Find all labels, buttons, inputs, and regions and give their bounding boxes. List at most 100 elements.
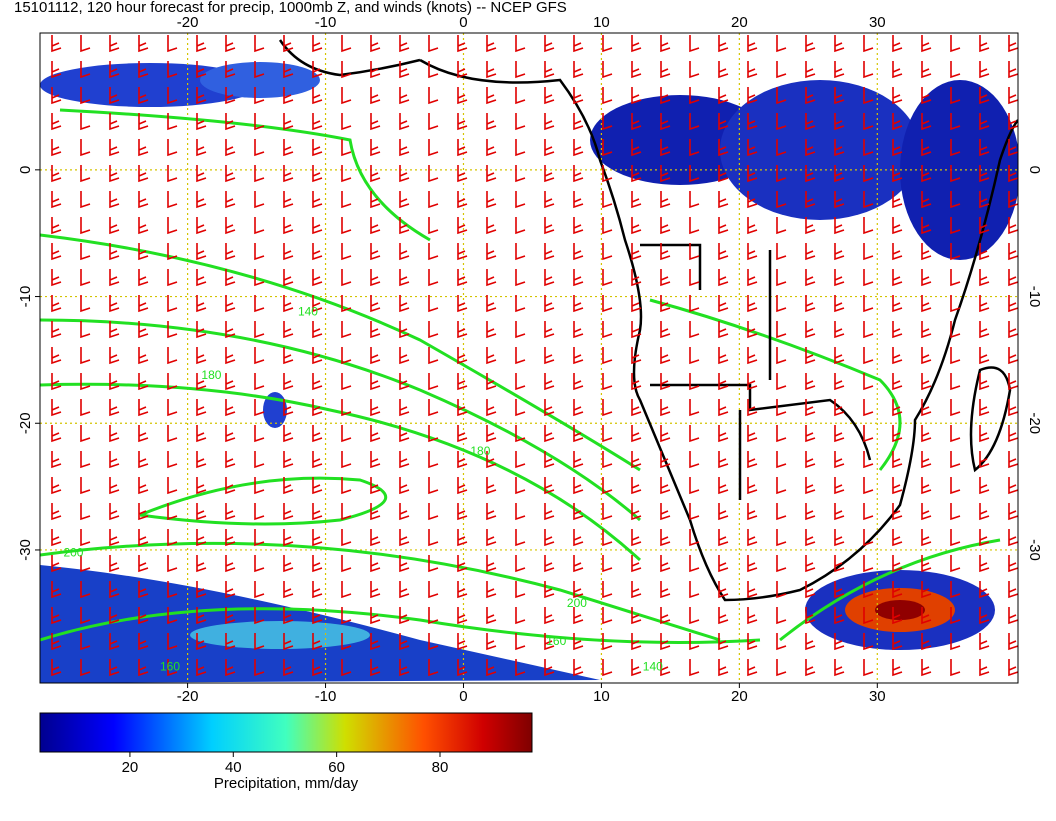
wind-barb [51, 35, 62, 53]
wind-barb [718, 607, 729, 625]
wind-barb [631, 477, 642, 495]
wind-barb [950, 633, 961, 651]
wind-barb [399, 321, 410, 339]
wind-barb [428, 581, 439, 599]
precip-area [190, 621, 370, 649]
wind-barb [283, 373, 294, 391]
wind-barb [486, 165, 497, 183]
wind-barb [805, 529, 816, 547]
wind-barb [834, 555, 845, 573]
wind-barb [312, 165, 323, 183]
wind-barb [660, 503, 671, 521]
wind-barb [805, 35, 816, 53]
wind-barb [515, 529, 526, 547]
wind-barb [283, 35, 294, 53]
wind-barb [950, 399, 961, 417]
wind-barb [573, 295, 584, 313]
wind-barb [747, 139, 758, 157]
wind-barb [109, 87, 120, 105]
wind-barb [805, 61, 816, 79]
wind-barb [689, 61, 700, 79]
wind-barb [747, 165, 758, 183]
wind-barb [109, 217, 120, 235]
wind-barb [167, 399, 178, 417]
wind-barb [457, 399, 468, 417]
wind-barb [225, 217, 236, 235]
wind-barb [486, 529, 497, 547]
wind-barb [863, 321, 874, 339]
coastline [278, 39, 421, 77]
wind-barb [660, 139, 671, 157]
wind-barb [138, 633, 149, 651]
wind-barb [486, 87, 497, 105]
wind-barb [167, 113, 178, 131]
wind-barb [718, 61, 729, 79]
wind-barb [167, 321, 178, 339]
wind-barb [486, 581, 497, 599]
wind-barb [370, 35, 381, 53]
wind-barb [370, 503, 381, 521]
wind-barb [776, 165, 787, 183]
wind-barb [486, 217, 497, 235]
wind-barb [341, 61, 352, 79]
wind-barb [109, 633, 120, 651]
wind-barb [225, 35, 236, 53]
wind-barb [544, 243, 555, 261]
wind-barb [1008, 295, 1018, 313]
wind-barb [167, 269, 178, 287]
wind-barb [660, 35, 671, 53]
wind-barb [138, 607, 149, 625]
wind-barb [80, 321, 91, 339]
wind-barb [109, 477, 120, 495]
wind-barb [225, 529, 236, 547]
wind-barb [370, 61, 381, 79]
wind-barb [921, 321, 932, 339]
wind-barb [109, 35, 120, 53]
wind-barb [979, 217, 990, 235]
wind-barb [196, 321, 207, 339]
wind-barb [631, 139, 642, 157]
wind-barb [283, 87, 294, 105]
wind-barb [631, 581, 642, 599]
wind-barb [1008, 35, 1018, 53]
wind-barb [457, 529, 468, 547]
wind-barb [515, 477, 526, 495]
wind-barb [457, 373, 468, 391]
wind-barb [138, 347, 149, 365]
wind-barb [167, 607, 178, 625]
precip-area [200, 62, 320, 98]
wind-barb [660, 399, 671, 417]
wind-barb [312, 529, 323, 547]
wind-barb [950, 243, 961, 261]
wind-barb [457, 347, 468, 365]
wind-barb [718, 35, 729, 53]
contour [40, 233, 641, 472]
wind-barb [689, 165, 700, 183]
wind-barb [689, 451, 700, 469]
wind-barb [718, 139, 729, 157]
wind-barb [399, 35, 410, 53]
wind-barb [196, 555, 207, 573]
wind-barb [225, 139, 236, 157]
wind-barb [631, 321, 642, 339]
wind-barb [921, 503, 932, 521]
wind-barb [747, 659, 758, 677]
wind-barb [689, 425, 700, 443]
wind-barb [486, 477, 497, 495]
wind-barb [776, 347, 787, 365]
wind-barb [979, 503, 990, 521]
wind-barb [892, 373, 903, 391]
wind-barb [51, 451, 62, 469]
wind-barb [921, 373, 932, 391]
wind-barb [863, 35, 874, 53]
wind-barb [515, 217, 526, 235]
wind-barb [370, 321, 381, 339]
wind-barb [776, 399, 787, 417]
wind-barb [109, 139, 120, 157]
wind-barb [747, 425, 758, 443]
wind-barb [515, 555, 526, 573]
wind-barb [544, 477, 555, 495]
wind-barb [196, 139, 207, 157]
wind-barb [689, 555, 700, 573]
wind-barb [428, 555, 439, 573]
